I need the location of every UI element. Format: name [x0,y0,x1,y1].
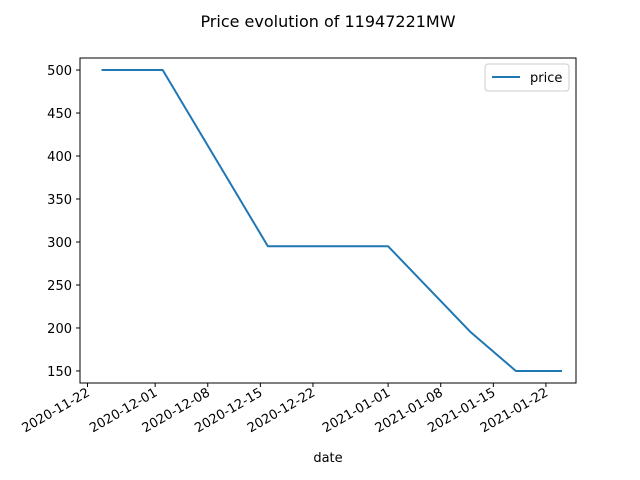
y-tick-label: 450 [47,107,72,122]
plot-area [79,57,577,384]
data-point [162,69,164,71]
y-tick-label: 400 [47,150,72,165]
y-axis: 150 200 250 300 350 400 450 500 [47,64,80,380]
x-axis-label: date [313,451,342,466]
data-point [102,69,104,71]
data-point [267,245,269,247]
y-tick-label: 200 [47,322,72,337]
data-point [515,370,517,372]
data-point [560,370,562,372]
y-tick-label: 500 [47,64,72,79]
series-layer [101,69,562,372]
y-tick-label: 300 [47,236,72,251]
legend: price [484,63,570,92]
data-point [470,331,472,333]
series-line-price [101,69,562,372]
legend-box [484,63,570,92]
y-tick-label: 350 [47,193,72,208]
plot-frame [79,57,577,384]
y-tick-label: 250 [47,279,72,294]
data-point [387,245,389,247]
chart-title: Price evolution of 11947221MW [200,12,455,31]
legend-label-price: price [530,71,562,86]
y-tick-label: 150 [47,365,72,380]
